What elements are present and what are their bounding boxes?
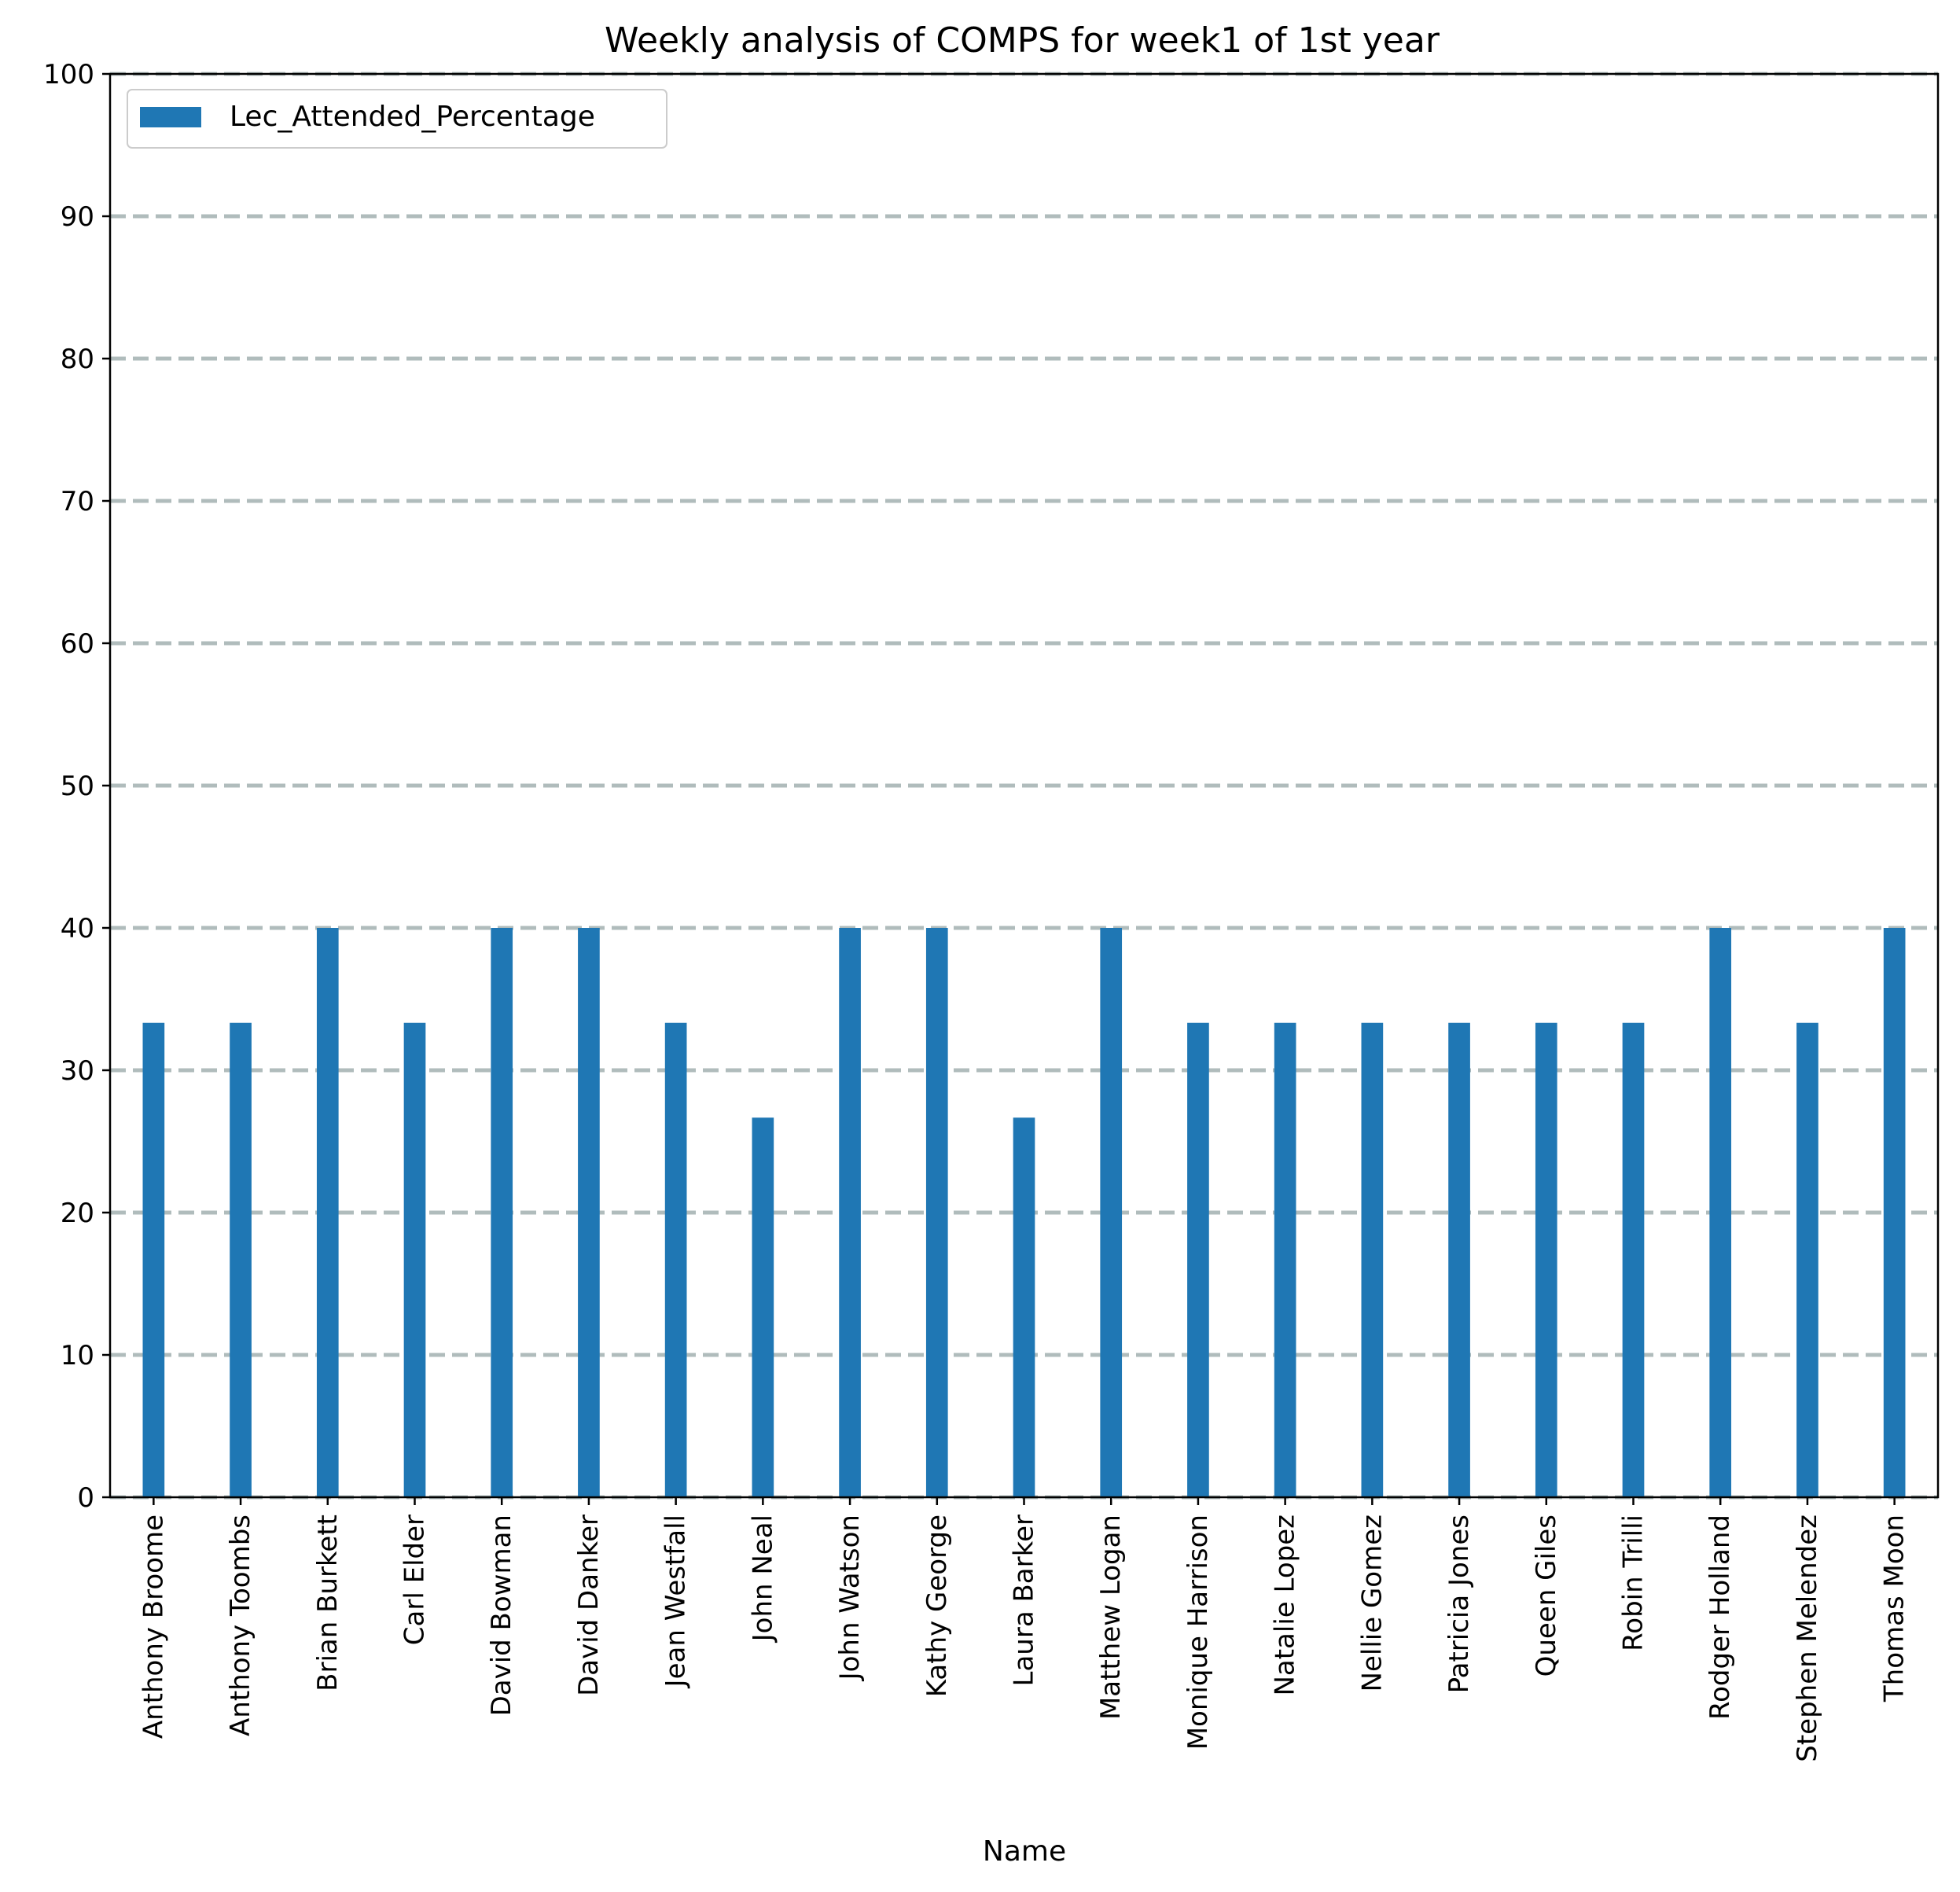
bar bbox=[1535, 1022, 1557, 1497]
legend-entry: Lec_Attended_Percentage bbox=[230, 101, 595, 133]
x-tick-label: Carl Elder bbox=[399, 1515, 431, 1645]
x-tick-label: Natalie Lopez bbox=[1270, 1515, 1301, 1696]
x-tick-label: Nellie Gomez bbox=[1356, 1515, 1388, 1691]
bar bbox=[1448, 1022, 1470, 1497]
bar bbox=[839, 928, 861, 1497]
x-tick-label: Anthony Broome bbox=[138, 1515, 169, 1739]
bar bbox=[1709, 928, 1732, 1497]
x-tick-label: Matthew Logan bbox=[1095, 1515, 1127, 1720]
y-tick-label: 70 bbox=[61, 486, 94, 517]
bar bbox=[752, 1117, 774, 1497]
y-tick-label: 30 bbox=[61, 1055, 94, 1087]
x-tick-label: John Neal bbox=[747, 1515, 778, 1643]
x-tick-label: Stephen Melendez bbox=[1792, 1515, 1823, 1762]
legend-swatch bbox=[140, 107, 201, 127]
bar bbox=[491, 928, 513, 1497]
legend-box bbox=[127, 89, 667, 149]
legend: Lec_Attended_Percentage bbox=[127, 89, 667, 149]
bar bbox=[578, 928, 600, 1497]
bar bbox=[1274, 1022, 1296, 1497]
y-tick-label: 0 bbox=[77, 1482, 94, 1514]
y-tick-label: 60 bbox=[61, 628, 94, 660]
x-tick-label: Rodger Holland bbox=[1704, 1515, 1736, 1720]
x-tick-label: Anthony Toombs bbox=[225, 1515, 256, 1736]
x-tick-label: David Danker bbox=[573, 1515, 605, 1696]
bar bbox=[1622, 1022, 1645, 1497]
x-tick-label: Robin Trilli bbox=[1618, 1515, 1649, 1651]
y-tick-label: 80 bbox=[61, 344, 94, 375]
bar bbox=[1187, 1022, 1209, 1497]
x-tick-label: John Watson bbox=[834, 1515, 866, 1681]
bar bbox=[1361, 1022, 1384, 1497]
bar bbox=[403, 1022, 426, 1497]
bar bbox=[142, 1022, 165, 1497]
x-tick-label: Monique Harrison bbox=[1182, 1515, 1214, 1750]
x-tick-label: Patricia Jones bbox=[1443, 1515, 1475, 1693]
x-tick-label: Kathy George bbox=[921, 1515, 953, 1697]
bar bbox=[1013, 1117, 1035, 1497]
bar bbox=[1883, 928, 1906, 1497]
chart-title: Weekly analysis of COMPS for week1 of 1s… bbox=[605, 20, 1440, 61]
y-tick-label: 90 bbox=[61, 201, 94, 233]
bar bbox=[925, 928, 948, 1497]
bar-layer bbox=[142, 928, 1906, 1497]
x-tick-label: Queen Giles bbox=[1531, 1515, 1562, 1677]
bar bbox=[230, 1022, 252, 1497]
bar bbox=[316, 928, 339, 1497]
x-tick-label: Laura Barker bbox=[1009, 1515, 1040, 1686]
bar bbox=[664, 1022, 687, 1497]
x-tick-label: Brian Burkett bbox=[312, 1515, 344, 1691]
x-axis: Anthony Broome Anthony Toombs Brian Burket… bbox=[138, 1497, 1910, 1762]
bar bbox=[1796, 1022, 1818, 1497]
x-tick-label: Thomas Moon bbox=[1879, 1515, 1910, 1702]
y-tick-label: 100 bbox=[43, 59, 94, 90]
y-tick-label: 40 bbox=[61, 913, 94, 944]
y-tick-label: 10 bbox=[61, 1340, 94, 1371]
bar bbox=[1100, 928, 1123, 1497]
x-tick-label: David Bowman bbox=[486, 1515, 517, 1716]
x-axis-label: Name bbox=[983, 1835, 1066, 1868]
y-axis: 0 10 20 30 40 50 60 70 80 90 100 bbox=[43, 59, 110, 1514]
y-tick-label: 50 bbox=[61, 771, 94, 802]
x-tick-label: Jean Westfall bbox=[660, 1515, 692, 1688]
y-tick-label: 20 bbox=[61, 1198, 94, 1229]
